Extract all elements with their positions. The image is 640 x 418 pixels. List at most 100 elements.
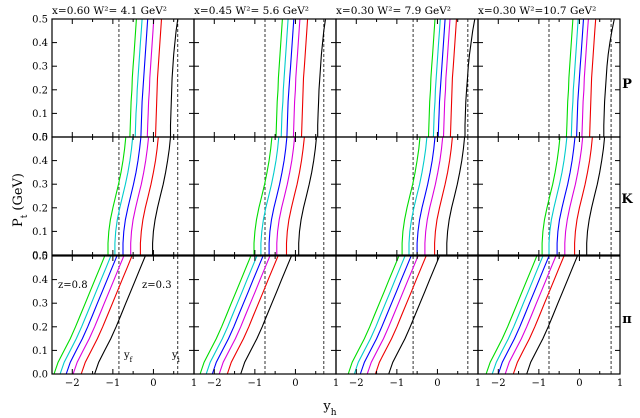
panel-title-1: x=0.45 W²= 5.6 GeV² xyxy=(194,5,309,17)
x-tick-label: 1 xyxy=(617,378,623,389)
x-tick-label: −2 xyxy=(207,378,222,389)
series-line-z0.3 xyxy=(317,19,327,137)
x-tick-label: 1 xyxy=(475,378,481,389)
series-line-z0.7 xyxy=(114,137,134,255)
y-axis-title-unit: (GeV) xyxy=(11,173,26,211)
panel-title-0: x=0.60 W²= 4.1 GeV² xyxy=(52,5,167,17)
series-line-z0.8 xyxy=(107,137,127,255)
x-tick-label: 0 xyxy=(434,378,440,389)
x-tick-label: −1 xyxy=(531,378,546,389)
series-line-z0.5 xyxy=(72,256,125,374)
panel-8: 0.0 0.1 0.2 0.3 0.4 0.5 −2 −1 0 1 xyxy=(32,252,197,390)
curves-group xyxy=(53,256,146,374)
series-line-z0.4 xyxy=(589,19,597,137)
y-tick-label: 0.3 xyxy=(32,180,48,191)
y-tick-label: 0.1 xyxy=(32,346,48,357)
series-line-z0.6 xyxy=(437,19,446,137)
series-line-z0.7 xyxy=(260,137,280,255)
series-line-z0.8 xyxy=(427,19,436,137)
curves-group xyxy=(541,137,606,255)
x-tick-label: 1 xyxy=(191,378,197,389)
series-line-z0.3 xyxy=(94,256,146,374)
series-line-z0.8 xyxy=(53,256,106,374)
series-line-z0.5 xyxy=(564,137,584,255)
curves-group xyxy=(199,256,292,374)
series-line-z0.7 xyxy=(491,256,544,374)
y-tick-label: 0.1 xyxy=(32,109,48,120)
series-line-z0.6 xyxy=(211,256,264,374)
series-line-z0.4 xyxy=(139,137,159,255)
x-tick-label: −1 xyxy=(247,378,262,389)
y-tick-label: 0.5 xyxy=(32,133,48,144)
panel-10: −2 −1 0 1 xyxy=(335,255,481,389)
panel-6 xyxy=(335,136,479,256)
y-axis-title-sub: t xyxy=(20,214,30,218)
series-line-z0.3 xyxy=(603,19,615,137)
panel-frame xyxy=(335,18,479,138)
x-tick-label: 0 xyxy=(576,378,582,389)
series-line-z0.4 xyxy=(374,256,427,374)
x-tick-label: −2 xyxy=(349,378,364,389)
panel-5 xyxy=(193,136,337,256)
panel-frame xyxy=(335,136,479,256)
series-line-z0.3 xyxy=(240,256,292,374)
annotation-yi: yi xyxy=(171,350,181,364)
curves-group xyxy=(427,19,476,137)
panel-9: −2 −1 0 1 xyxy=(193,255,339,389)
row-label-kaon: K xyxy=(621,192,633,207)
series-line-z0.4 xyxy=(300,19,309,137)
panel-frame xyxy=(477,255,621,375)
series-line-z0.5 xyxy=(424,137,444,255)
x-axis-title: yh xyxy=(322,399,336,418)
y-tick-label: 0.0 xyxy=(32,133,48,144)
series-line-z0.5 xyxy=(130,137,150,255)
series-line-z0.6 xyxy=(65,256,118,374)
curves-group xyxy=(107,137,172,255)
panel-frame xyxy=(477,136,621,256)
series-line-z0.5 xyxy=(276,137,296,255)
series-line-z0.4 xyxy=(434,137,453,255)
series-line-z0.7 xyxy=(59,256,112,374)
series-line-z0.6 xyxy=(576,19,585,137)
curves-group xyxy=(565,19,615,137)
series-line-z0.6 xyxy=(416,137,436,255)
panel-title-3: x=0.30 W²=10.7 GeV² xyxy=(478,5,596,17)
curves-group xyxy=(401,137,466,255)
series-line-z0.7 xyxy=(408,137,428,255)
series-line-z0.4 xyxy=(154,19,163,137)
series-line-z0.7 xyxy=(548,137,568,255)
series-line-z0.7 xyxy=(353,256,406,374)
series-line-z0.3 xyxy=(446,137,466,255)
panel-4: 0.0 0.1 0.2 0.3 0.4 0.5 xyxy=(32,133,195,262)
series-line-z0.7 xyxy=(432,19,441,137)
svg-text:Pt(GeV): Pt (GeV) xyxy=(11,173,30,227)
y-tick-label: 0.4 xyxy=(32,275,48,286)
series-line-z0.7 xyxy=(134,19,143,137)
series-line-z0.7 xyxy=(280,19,289,137)
series-line-z0.8 xyxy=(253,137,273,255)
series-line-z0.3 xyxy=(526,256,578,374)
y-tick-label: 0.3 xyxy=(32,299,48,310)
x-axis-title-main: y xyxy=(322,399,331,414)
series-line-z0.6 xyxy=(359,256,412,374)
series-line-z0.8 xyxy=(347,256,400,374)
series-line-z0.3 xyxy=(152,137,172,255)
x-tick-label: −2 xyxy=(65,378,80,389)
series-line-z0.4 xyxy=(226,256,279,374)
y-tick-label: 0.4 xyxy=(32,156,48,167)
panel-frame xyxy=(51,18,195,138)
row-label-pion: π xyxy=(622,312,632,327)
series-line-z0.3 xyxy=(169,19,179,137)
panel-1 xyxy=(193,18,337,138)
curves-group xyxy=(253,137,318,255)
series-line-z0.4 xyxy=(285,137,305,255)
series-line-z0.6 xyxy=(556,137,576,255)
y-tick-label: 0.2 xyxy=(32,203,48,214)
series-line-z0.5 xyxy=(292,19,301,137)
y-axis-title: Pt (GeV) xyxy=(11,173,30,227)
x-tick-label: 1 xyxy=(333,378,339,389)
series-line-z0.5 xyxy=(504,256,557,374)
x-tick-label: −2 xyxy=(491,378,506,389)
panel-frame xyxy=(335,255,479,375)
